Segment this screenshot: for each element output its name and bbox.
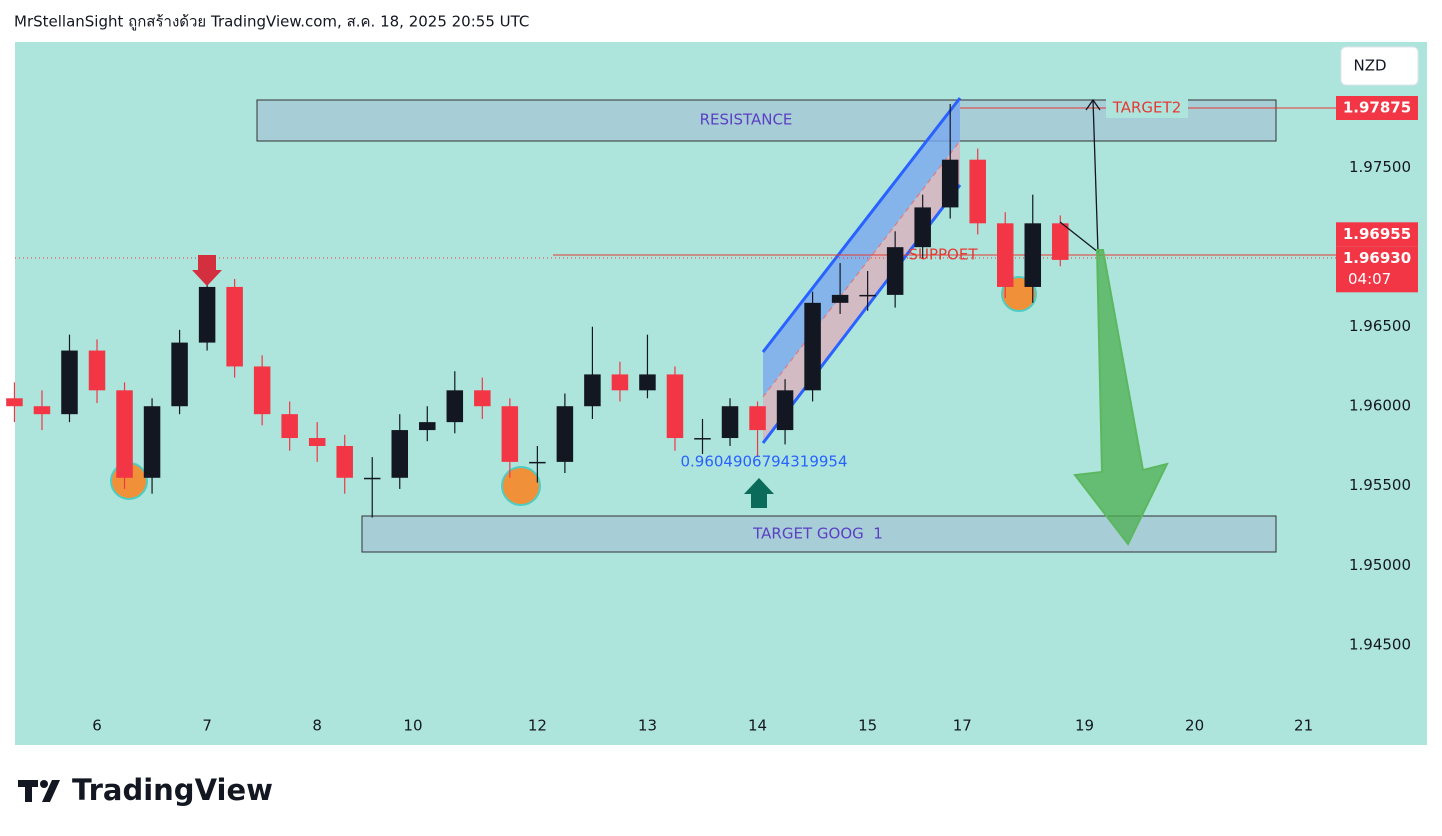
x-tick-label: 10: [403, 717, 422, 735]
candle-body: [308, 438, 326, 446]
candle-body: [6, 398, 23, 407]
candle-body: [446, 390, 464, 423]
candle-body: [501, 406, 519, 462]
candle-body: [776, 390, 794, 431]
label-backdrop: [1106, 98, 1188, 118]
up-arrow: [744, 478, 774, 508]
candle-body: [941, 159, 959, 208]
candle-body: [61, 350, 78, 415]
channel-line: [761, 97, 962, 353]
candle-body: [171, 342, 188, 407]
currency: NZD: [1353, 57, 1386, 75]
brand-logo: [18, 780, 60, 802]
candle-body: [336, 445, 353, 478]
y-tick-label: 1.95000: [1349, 556, 1411, 574]
support-label: SUPPOET: [908, 246, 978, 264]
candle-body: [474, 390, 491, 407]
x-tick-label: 13: [638, 717, 657, 735]
candle-body: [969, 159, 986, 224]
candle-body: [88, 350, 106, 391]
candle-body: [226, 286, 243, 367]
price-tag-label: 1.96955: [1343, 225, 1411, 243]
candle-body: [584, 374, 601, 407]
x-tick-label: 14: [748, 717, 767, 735]
target2-label: TARGET2: [1112, 99, 1182, 117]
candle-body: [666, 374, 684, 439]
highlight-circle: [501, 466, 541, 506]
price-tag: [1336, 96, 1418, 121]
candle-body: [721, 406, 739, 439]
y-tick-label: 1.94500: [1349, 635, 1411, 653]
candle-body: [1052, 223, 1069, 260]
y-tick-label: 1.96500: [1349, 317, 1411, 335]
target1-label: TARGET GOOG 1: [752, 525, 883, 543]
y-tick-label: 1.97500: [1349, 158, 1411, 176]
candle-body: [831, 294, 849, 303]
y-tick-label: 1.96000: [1349, 397, 1411, 415]
x-tick-label: 20: [1185, 717, 1204, 735]
candle-body: [694, 438, 711, 440]
candle-body: [639, 374, 656, 391]
down-arrow: [192, 255, 222, 286]
price-tag-label: 1.97875: [1343, 99, 1411, 117]
candle-body: [749, 406, 766, 431]
brand: TradingView: [72, 773, 273, 807]
candle-body: [611, 374, 629, 391]
channel-note: 0.9604906794319954: [680, 453, 847, 471]
forecast-arrow: [1073, 249, 1169, 546]
candle-body: [886, 247, 904, 295]
candle-body: [804, 302, 821, 391]
candle-body: [116, 390, 133, 478]
candle-body: [529, 461, 546, 464]
candle-body: [281, 414, 298, 439]
price-tag: [1336, 246, 1418, 293]
arrow-head: [1085, 98, 1101, 111]
countdown: 04:07: [1348, 270, 1391, 288]
resistance-label: RESISTANCE: [700, 111, 793, 129]
candle-body: [143, 406, 161, 478]
x-tick-label: 15: [858, 717, 877, 735]
currency-box: [1340, 46, 1419, 86]
candles: [6, 104, 1069, 518]
x-tick-label: 19: [1075, 717, 1094, 735]
x-tick-label: 8: [312, 717, 322, 735]
chart-background: [15, 42, 1427, 745]
candle-body: [859, 294, 876, 297]
candle-body: [556, 406, 574, 462]
price-tag-label: 1.96930: [1343, 249, 1411, 267]
candle-body: [363, 477, 381, 480]
candle-body: [391, 430, 409, 478]
candle-body: [914, 207, 931, 248]
y-tick-label: 1.95500: [1349, 476, 1411, 494]
attribution: MrStellanSight ถูกสร้างด้วย TradingView.…: [14, 13, 529, 31]
candle-body: [996, 223, 1014, 287]
candle-body: [253, 366, 271, 415]
x-tick-label: 17: [953, 717, 972, 735]
candle-body: [33, 406, 51, 415]
x-tick-label: 21: [1294, 717, 1313, 735]
price-tag: [1336, 222, 1418, 247]
x-tick-label: 12: [528, 717, 547, 735]
x-tick-label: 6: [92, 717, 102, 735]
candle-body: [198, 286, 216, 343]
candle-body: [419, 422, 436, 431]
x-tick-label: 7: [202, 717, 212, 735]
axes: 1.94500 1.95000 1.95500 1.96000 1.96500 1.975…: [92, 96, 1418, 735]
candle-body: [1024, 223, 1042, 287]
